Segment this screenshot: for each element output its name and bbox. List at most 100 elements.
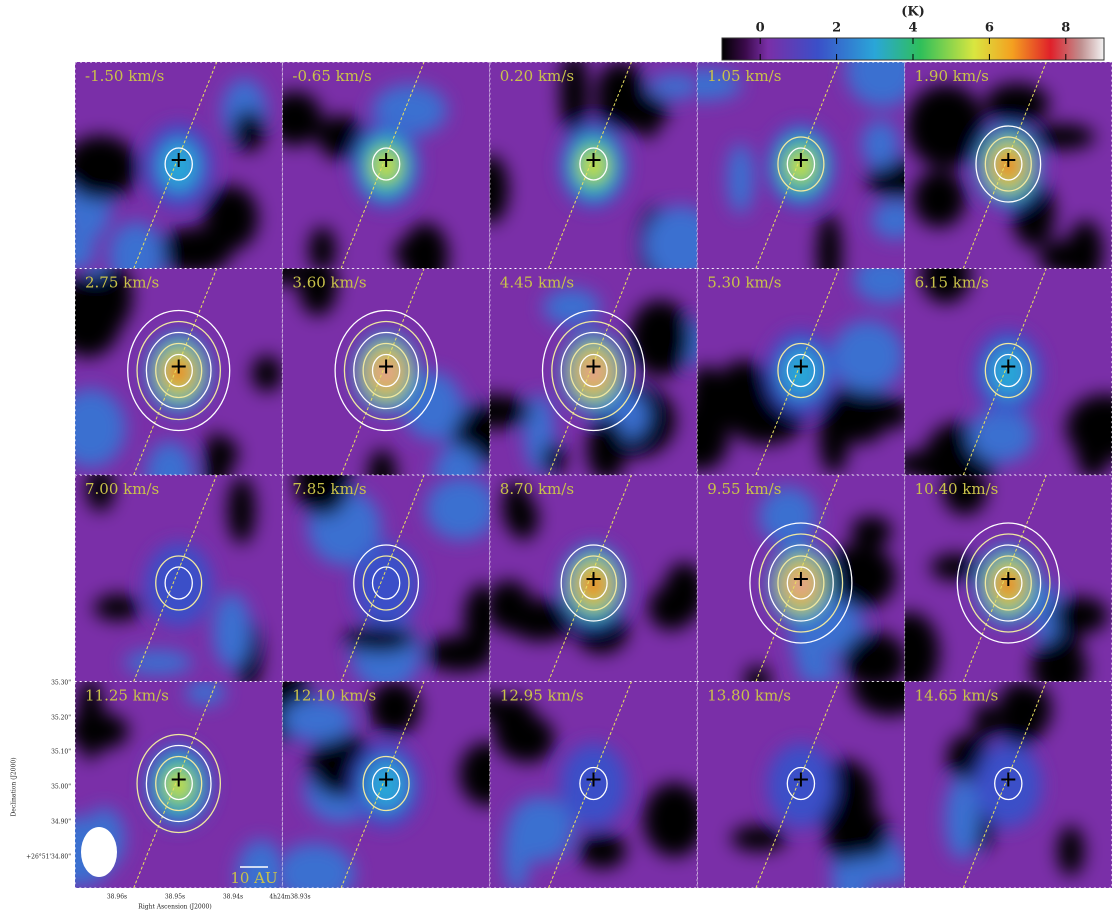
- velocity-label: 7.00 km/s: [85, 480, 159, 498]
- outflow-axis: [340, 268, 425, 475]
- contour: [975, 544, 1042, 622]
- blob: [93, 594, 142, 621]
- x-axis-label: Right Ascension (J2000): [138, 904, 211, 911]
- outflow-axis: [755, 681, 840, 888]
- blob: [996, 681, 1045, 748]
- outflow-axis: [133, 681, 218, 888]
- scale-bar-label: 10 AU: [230, 869, 277, 887]
- y-tick-label: 35.20": [51, 715, 71, 722]
- contour: [362, 342, 410, 399]
- outflow-axis: [133, 268, 218, 475]
- y-tick-label: 34.90": [51, 819, 71, 826]
- outflow-axis: [340, 681, 425, 888]
- contour: [136, 733, 221, 834]
- blob: [108, 221, 164, 269]
- blob: [76, 681, 104, 761]
- blob: [912, 169, 966, 228]
- blob: [308, 226, 336, 269]
- blob: [629, 299, 692, 377]
- blob: [227, 476, 256, 545]
- blob: [938, 268, 965, 295]
- blob: [819, 395, 849, 475]
- beam: [81, 827, 117, 877]
- colorbar-tick-label: 4: [908, 21, 917, 36]
- contour: [749, 522, 853, 644]
- contour: [127, 309, 231, 432]
- contour: [155, 342, 203, 399]
- contour: [786, 147, 816, 181]
- blob: [75, 388, 126, 468]
- velocity-label: 8.70 km/s: [500, 480, 574, 498]
- velocity-label: 9.55 km/s: [707, 480, 781, 498]
- blob: [251, 355, 283, 392]
- outflow-axis: [962, 268, 1047, 475]
- blob: [298, 268, 338, 317]
- blob: [145, 441, 194, 475]
- blob: [541, 442, 566, 475]
- channel-panel: [697, 268, 905, 475]
- colorbar-label: (K): [901, 5, 925, 20]
- outflow-axis: [548, 62, 632, 269]
- blob: [507, 796, 574, 862]
- blob: [1039, 239, 1091, 269]
- velocity-label: 13.80 km/s: [707, 687, 791, 705]
- x-tick-label: 38.96s: [107, 894, 127, 901]
- blob: [649, 74, 698, 99]
- contour: [786, 353, 816, 388]
- velocity-label: 11.25 km/s: [85, 687, 169, 705]
- contour: [569, 342, 618, 399]
- velocity-label: 14.65 km/s: [915, 687, 999, 705]
- contour: [334, 309, 438, 432]
- emission-map: [282, 84, 449, 269]
- blob: [344, 626, 415, 653]
- blob: [648, 585, 695, 631]
- blob: [502, 480, 530, 534]
- contour: [145, 331, 212, 410]
- contour: [560, 331, 627, 410]
- outflow-axis: [340, 475, 425, 682]
- channel-panel: [489, 62, 698, 269]
- velocity-label: 12.95 km/s: [500, 687, 584, 705]
- blob: [185, 681, 226, 706]
- velocity-label: 12.10 km/s: [292, 687, 376, 705]
- blob: [1057, 825, 1085, 877]
- blob: [212, 437, 239, 471]
- outflow-axis: [755, 62, 840, 269]
- blob: [299, 842, 333, 888]
- blob: [731, 825, 787, 852]
- blob: [232, 109, 265, 152]
- contour: [164, 353, 193, 388]
- blob: [489, 394, 532, 429]
- channel-panel: [75, 62, 283, 269]
- contour: [777, 555, 825, 611]
- emission-map: [906, 83, 1104, 269]
- channel-panel: [282, 268, 490, 475]
- contour: [984, 136, 1032, 192]
- contour: [994, 566, 1023, 600]
- blob: [543, 288, 601, 327]
- outflow-axis: [962, 681, 1047, 888]
- blob: [499, 714, 555, 763]
- velocity-label: 5.30 km/s: [707, 274, 781, 292]
- blob: [75, 274, 123, 358]
- contour: [560, 544, 627, 622]
- velocity-label: -1.50 km/s: [85, 67, 164, 85]
- contour: [551, 320, 636, 421]
- emission-map: [294, 475, 490, 682]
- channel-panel: [282, 62, 490, 269]
- blob: [1052, 627, 1081, 670]
- colorbar-tick-label: 8: [1061, 21, 1070, 36]
- blob: [282, 91, 323, 146]
- blob: [212, 592, 251, 669]
- x-tick-label: 38.95s: [165, 894, 185, 901]
- velocity-label: -0.65 km/s: [292, 67, 371, 85]
- contour: [994, 353, 1023, 388]
- contour: [362, 755, 410, 812]
- blob: [317, 115, 366, 160]
- contour: [777, 342, 825, 399]
- blob: [86, 475, 115, 512]
- blob: [1028, 124, 1095, 150]
- blob: [831, 320, 905, 392]
- contour: [994, 147, 1023, 181]
